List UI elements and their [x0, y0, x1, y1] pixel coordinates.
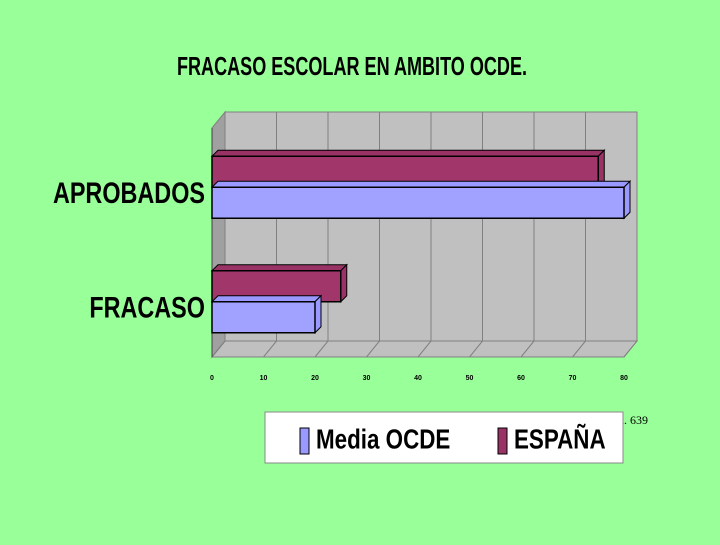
- bar-face: [210, 149, 606, 157]
- x-tick-label: 60: [517, 375, 525, 382]
- grid-line: [263, 340, 277, 358]
- grid-line: [520, 340, 535, 358]
- y-tick-label: APROBADOS: [53, 176, 205, 209]
- bar-front: [211, 301, 316, 334]
- x-tick-label: 30: [363, 375, 371, 382]
- x-tick-label: 40: [414, 375, 422, 382]
- bar: [210, 263, 348, 303]
- bar: [210, 294, 323, 334]
- bar-face: [210, 295, 323, 303]
- x-tick-label: 20: [311, 375, 319, 382]
- x-tick-label: 70: [569, 375, 577, 382]
- bar-face: [340, 263, 348, 303]
- grid-line: [314, 340, 329, 358]
- x-tick-label: 80: [620, 375, 628, 382]
- x-tick-label: 10: [260, 375, 268, 382]
- y-tick-label: FRACASO: [89, 291, 205, 324]
- grid-line: [469, 340, 483, 358]
- chart-title: FRACASO ESCOLAR EN AMBITO OCDE.: [177, 51, 527, 81]
- grid-line: [623, 340, 638, 358]
- grid-line: [366, 340, 380, 358]
- bar-face: [210, 180, 632, 188]
- bar-face: [210, 264, 348, 272]
- grid-line: [572, 340, 586, 358]
- bar-front: [211, 186, 625, 219]
- legend-marker: [497, 427, 508, 455]
- bar-face: [314, 294, 322, 334]
- legend-box: [264, 411, 624, 464]
- grid-line: [417, 340, 432, 358]
- legend-label: ESPAÑA: [514, 422, 606, 455]
- legend-marker: [299, 427, 310, 455]
- note: n. 639: [618, 413, 648, 427]
- x-tick-label: 50: [466, 375, 474, 382]
- grid-line: [211, 340, 226, 358]
- legend-label: Media OCDE: [316, 424, 450, 455]
- bar-face: [623, 180, 631, 220]
- x-tick-label: 0: [210, 375, 214, 382]
